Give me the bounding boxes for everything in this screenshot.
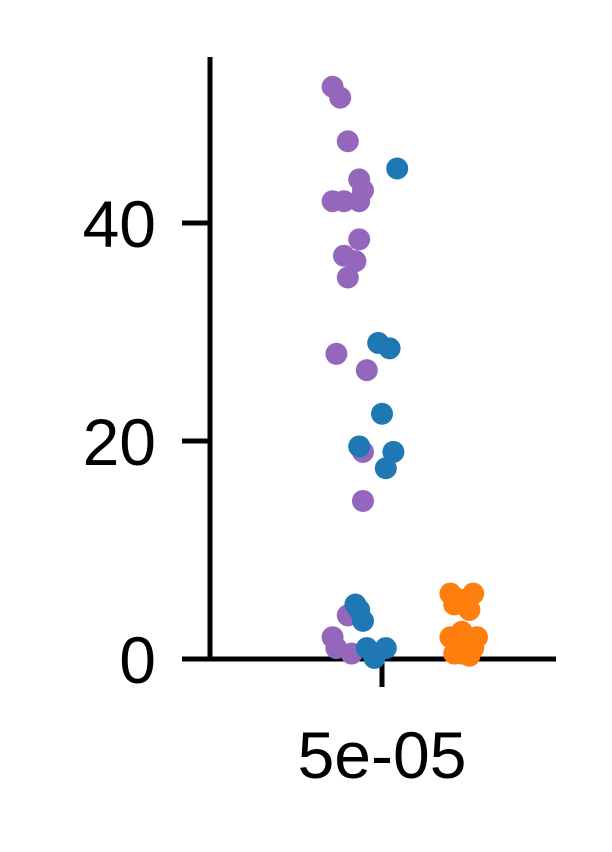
series-purple-point-10 (344, 250, 367, 273)
series-blue-point-3 (371, 402, 393, 425)
series-orange (439, 582, 488, 667)
series-purple-point-13 (355, 359, 378, 382)
y-ticks: 0 20 40 (83, 187, 210, 697)
x-ticks: 5e-05 (298, 659, 467, 792)
series-purple-point-2 (336, 130, 359, 153)
series-purple-point-1 (329, 86, 352, 109)
series-blue-point-0 (386, 157, 409, 180)
series-purple-point-8 (348, 228, 371, 251)
y-tick-label-20: 20 (83, 405, 156, 479)
y-tick-label-0: 0 (119, 623, 156, 697)
series-blue-point-5 (382, 440, 405, 463)
series-blue-point-12 (363, 646, 386, 669)
series-purple (321, 75, 378, 665)
series-blue-point-2 (378, 337, 401, 360)
series-purple-point-12 (325, 342, 348, 365)
series-orange-point-5 (458, 598, 481, 621)
y-tick-label-40: 40 (83, 187, 156, 261)
series-blue-point-6 (374, 457, 397, 480)
series-purple-point-15 (352, 489, 374, 512)
data-points (321, 75, 488, 669)
series-orange-point-14 (458, 644, 481, 667)
series-blue-point-4 (348, 435, 371, 458)
series-purple-point-6 (321, 190, 344, 213)
x-tick-label-0: 5e-05 (298, 718, 467, 792)
series-blue-point-9 (352, 609, 374, 632)
series-blue (344, 157, 409, 669)
series-purple-point-11 (336, 266, 359, 289)
series-purple-point-7 (348, 190, 371, 213)
